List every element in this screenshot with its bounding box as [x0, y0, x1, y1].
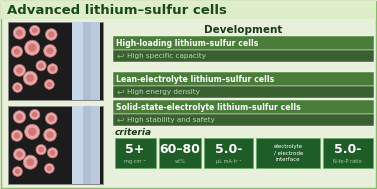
Circle shape	[28, 128, 36, 136]
FancyBboxPatch shape	[91, 106, 100, 184]
FancyBboxPatch shape	[83, 106, 91, 184]
Circle shape	[15, 85, 20, 90]
Circle shape	[14, 64, 25, 76]
FancyBboxPatch shape	[91, 22, 100, 100]
FancyBboxPatch shape	[113, 100, 374, 114]
FancyBboxPatch shape	[204, 138, 253, 168]
Circle shape	[36, 60, 46, 71]
Circle shape	[15, 169, 20, 174]
FancyBboxPatch shape	[9, 106, 72, 184]
Text: High specific capacity: High specific capacity	[127, 53, 206, 59]
Circle shape	[32, 28, 38, 33]
Circle shape	[13, 83, 22, 92]
Text: electrolyte
/ electrode
interface: electrolyte / electrode interface	[273, 144, 303, 162]
FancyBboxPatch shape	[1, 1, 376, 19]
Circle shape	[48, 64, 58, 74]
FancyBboxPatch shape	[72, 106, 83, 184]
Circle shape	[25, 40, 40, 55]
Circle shape	[11, 130, 23, 141]
FancyBboxPatch shape	[83, 22, 91, 100]
Circle shape	[46, 131, 54, 138]
FancyBboxPatch shape	[72, 22, 83, 100]
Circle shape	[50, 150, 55, 156]
Text: 5.0-: 5.0-	[334, 143, 362, 156]
FancyBboxPatch shape	[8, 22, 103, 100]
Circle shape	[44, 129, 57, 141]
FancyBboxPatch shape	[113, 86, 374, 98]
FancyBboxPatch shape	[159, 138, 201, 168]
Circle shape	[16, 151, 23, 158]
Text: Solid-state-electrolyte lithium–sulfur cells: Solid-state-electrolyte lithium–sulfur c…	[116, 102, 301, 112]
Circle shape	[16, 114, 23, 120]
Circle shape	[14, 148, 25, 160]
Text: μL mA·h⁻¹: μL mA·h⁻¹	[216, 159, 241, 164]
FancyBboxPatch shape	[113, 114, 374, 126]
Circle shape	[29, 109, 40, 120]
Circle shape	[13, 167, 22, 176]
Circle shape	[48, 31, 55, 38]
Circle shape	[11, 46, 23, 57]
Circle shape	[46, 47, 54, 54]
Circle shape	[47, 166, 52, 171]
Circle shape	[23, 71, 37, 85]
Text: 60–80: 60–80	[159, 143, 200, 156]
FancyBboxPatch shape	[113, 72, 374, 86]
Circle shape	[16, 29, 23, 36]
Circle shape	[13, 111, 26, 123]
Circle shape	[16, 67, 23, 74]
Circle shape	[44, 80, 54, 89]
Circle shape	[36, 145, 46, 155]
Text: N-to-P ratio: N-to-P ratio	[334, 159, 362, 164]
Text: criteria: criteria	[115, 128, 152, 137]
Text: ↩: ↩	[117, 51, 124, 60]
Circle shape	[25, 124, 40, 139]
Text: wt%: wt%	[174, 159, 185, 164]
Circle shape	[44, 44, 57, 57]
Text: ↩: ↩	[117, 115, 124, 125]
Circle shape	[32, 112, 38, 117]
Text: Development: Development	[204, 25, 283, 35]
Circle shape	[28, 44, 36, 52]
Text: Lean-electrolyte lithium–sulfur cells: Lean-electrolyte lithium–sulfur cells	[116, 74, 274, 84]
FancyBboxPatch shape	[9, 22, 72, 99]
Text: High energy density: High energy density	[127, 89, 200, 95]
Text: Advanced lithium–sulfur cells: Advanced lithium–sulfur cells	[7, 4, 227, 16]
FancyBboxPatch shape	[256, 138, 320, 168]
FancyBboxPatch shape	[323, 138, 372, 168]
Circle shape	[48, 115, 55, 122]
Circle shape	[38, 147, 44, 153]
Circle shape	[14, 49, 20, 55]
Circle shape	[46, 113, 57, 124]
Circle shape	[47, 82, 52, 87]
Circle shape	[26, 158, 34, 166]
Circle shape	[23, 155, 37, 169]
Circle shape	[46, 29, 57, 40]
FancyBboxPatch shape	[113, 36, 374, 50]
Text: High-loading lithium–sulfur cells: High-loading lithium–sulfur cells	[116, 39, 258, 47]
Circle shape	[44, 163, 54, 173]
Circle shape	[14, 132, 20, 139]
Text: ↩: ↩	[117, 88, 124, 97]
Circle shape	[13, 27, 26, 39]
Text: High stability and safety: High stability and safety	[127, 117, 215, 123]
FancyBboxPatch shape	[113, 50, 374, 62]
FancyBboxPatch shape	[115, 138, 156, 168]
Text: 5+: 5+	[126, 143, 145, 156]
Text: mg cm⁻²: mg cm⁻²	[124, 159, 146, 164]
FancyBboxPatch shape	[8, 106, 103, 184]
Circle shape	[26, 74, 34, 82]
Circle shape	[29, 26, 40, 36]
Circle shape	[38, 63, 44, 68]
Text: 5.0-: 5.0-	[215, 143, 242, 156]
Circle shape	[48, 148, 58, 158]
Circle shape	[50, 66, 55, 72]
